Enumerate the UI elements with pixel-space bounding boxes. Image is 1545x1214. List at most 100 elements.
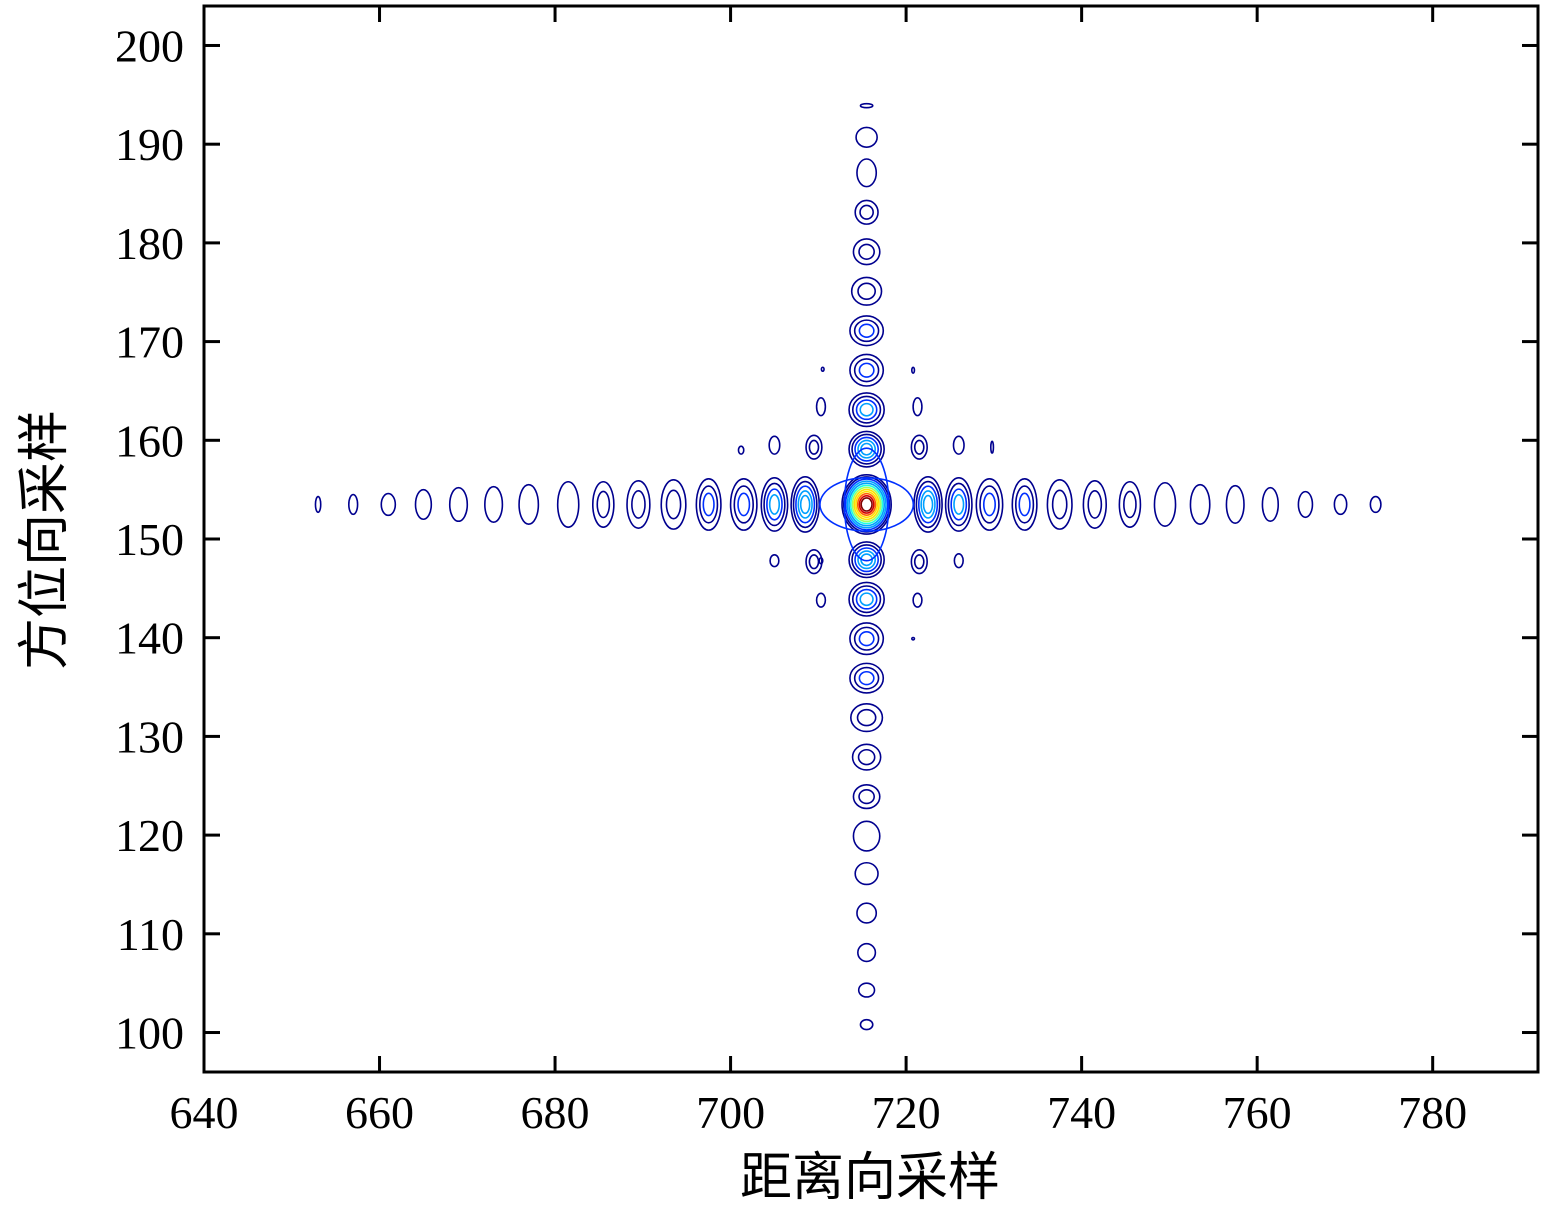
y-tick-label: 200 xyxy=(115,20,184,71)
contour-line xyxy=(760,477,789,532)
axis-ticks xyxy=(202,6,1538,1072)
contour-line xyxy=(848,430,885,468)
contour-line xyxy=(1123,490,1137,519)
contour-line xyxy=(768,435,781,455)
contour-line xyxy=(854,199,879,225)
x-tick-labels: 640 660 680 700 720 740 760 780 xyxy=(170,1087,1468,1138)
contour-line xyxy=(853,358,880,383)
contour-line xyxy=(913,439,925,455)
x-tick-label: 680 xyxy=(521,1087,590,1138)
contour-line xyxy=(851,743,882,771)
y-tick-label: 110 xyxy=(117,909,184,960)
contour-line xyxy=(952,435,965,455)
contour-line xyxy=(702,492,715,517)
contour-line xyxy=(851,486,882,523)
contour-line xyxy=(556,480,580,528)
contour-lines xyxy=(314,102,1382,1031)
contour-line xyxy=(851,433,882,465)
contour-line xyxy=(849,315,885,347)
contour-line xyxy=(857,282,876,300)
contour-line xyxy=(911,636,916,641)
contour-line xyxy=(858,670,875,686)
contour-line xyxy=(851,585,882,614)
contour-line xyxy=(1261,486,1280,523)
contour-line xyxy=(850,276,883,306)
contour-line xyxy=(947,482,970,527)
contour-line xyxy=(849,484,884,525)
contour-line xyxy=(848,482,886,527)
contour-line xyxy=(815,397,827,417)
contour-line xyxy=(855,126,878,148)
contour-line xyxy=(1011,477,1038,531)
contour-line xyxy=(858,631,875,647)
contour-line xyxy=(855,490,879,519)
contour-line xyxy=(448,486,469,523)
contour-line xyxy=(857,942,877,963)
contour-line xyxy=(853,626,880,651)
contour-line xyxy=(1153,481,1177,527)
contour-line xyxy=(858,495,875,514)
x-tick-label: 720 xyxy=(872,1087,941,1138)
contour-line xyxy=(850,703,884,733)
plot-frame xyxy=(202,4,1540,1074)
contour-line xyxy=(910,549,928,575)
contour-line xyxy=(859,1018,874,1031)
contour-line xyxy=(729,477,758,531)
contour-line xyxy=(852,238,881,266)
x-tick-label: 700 xyxy=(696,1087,765,1138)
contour-line xyxy=(913,554,925,570)
contour-line xyxy=(699,485,719,524)
contour-line xyxy=(858,243,875,260)
y-tick-label: 180 xyxy=(115,218,184,269)
contour-line xyxy=(1369,495,1382,514)
contour-line xyxy=(818,556,824,565)
contour-line xyxy=(851,544,882,576)
contour-line xyxy=(1014,485,1035,524)
contour-line xyxy=(853,488,880,521)
contour-line xyxy=(1297,490,1314,519)
y-tick-label: 140 xyxy=(115,613,184,664)
contour-line xyxy=(1051,489,1068,520)
contour-line xyxy=(849,662,885,694)
contour-line xyxy=(737,492,751,517)
contour-line xyxy=(920,490,936,519)
contour-line xyxy=(843,447,890,562)
contour-line xyxy=(856,492,877,516)
x-axis-label: 距离向采样 xyxy=(740,1148,1000,1208)
contour-line xyxy=(853,319,880,343)
contour-line xyxy=(414,488,433,521)
contour-line xyxy=(769,553,780,568)
y-tick-label: 100 xyxy=(115,1008,184,1059)
y-axis-label: 方位向采样 xyxy=(15,410,75,670)
x-tick-label: 780 xyxy=(1398,1087,1467,1138)
contour-line xyxy=(975,477,1004,531)
contour-line xyxy=(982,492,996,517)
contour-line xyxy=(854,436,879,462)
contour-line xyxy=(855,588,878,610)
contour-line xyxy=(848,392,885,428)
contour-line xyxy=(859,204,874,220)
contour-line xyxy=(695,477,722,531)
contour-line xyxy=(1225,484,1245,525)
contour-line xyxy=(912,592,923,608)
contour-line xyxy=(856,902,878,924)
contour-line xyxy=(768,493,781,515)
contour-line xyxy=(631,490,646,519)
contour-line xyxy=(922,494,934,515)
contour-line xyxy=(911,366,916,374)
contour-line xyxy=(912,397,923,417)
contour-line xyxy=(858,323,875,338)
contour-line xyxy=(348,493,359,516)
contour-line xyxy=(815,592,827,608)
contour-line xyxy=(797,490,813,519)
y-tick-label: 120 xyxy=(115,810,184,861)
contour-line xyxy=(853,666,880,690)
contour-line xyxy=(665,489,682,520)
x-tick-label: 760 xyxy=(1223,1087,1292,1138)
contour-line xyxy=(1189,483,1211,525)
contour-line xyxy=(1118,480,1142,528)
contour-line xyxy=(626,479,651,529)
contour-line xyxy=(854,861,879,886)
contour-line xyxy=(852,820,881,852)
contour-line xyxy=(766,488,783,521)
